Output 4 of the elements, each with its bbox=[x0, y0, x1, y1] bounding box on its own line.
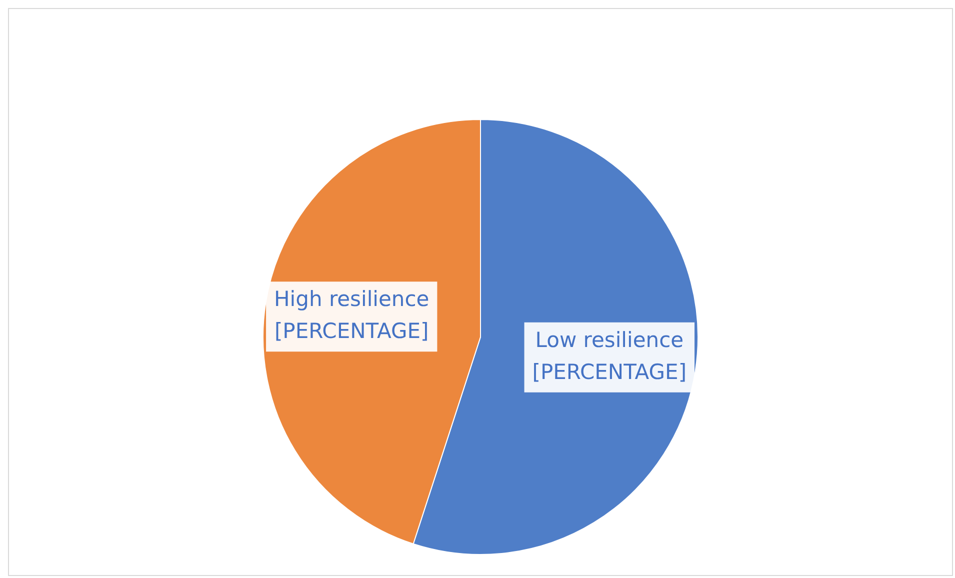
slice-label: High resilience bbox=[274, 287, 430, 312]
slice-label: Low resilience bbox=[535, 328, 684, 352]
data-label: [PERCENTAGE] bbox=[274, 319, 429, 344]
data-label: [PERCENTAGE] bbox=[532, 360, 687, 384]
